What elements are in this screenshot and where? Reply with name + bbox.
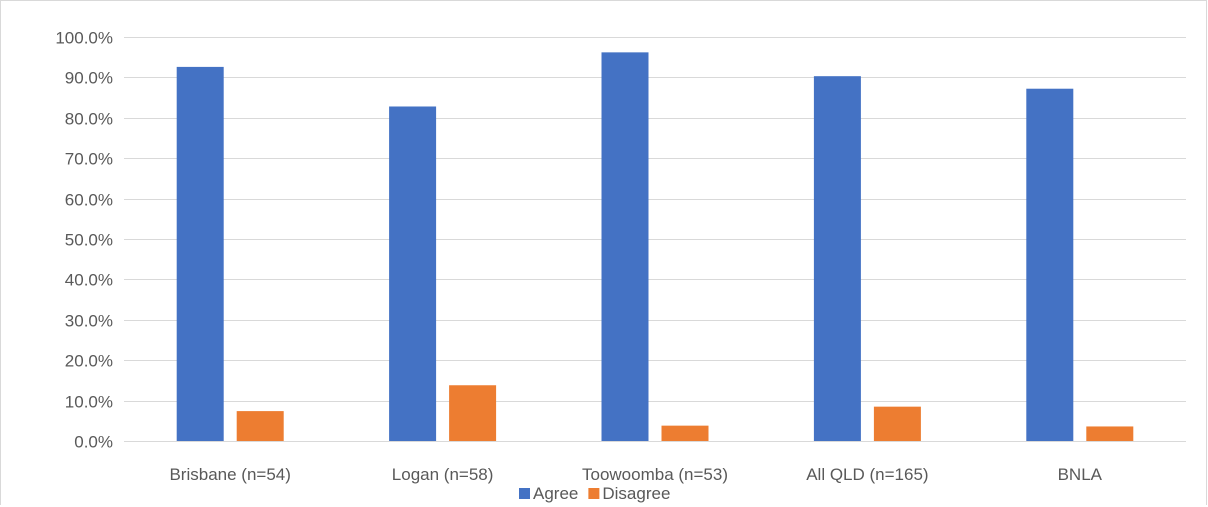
y-tick-label: 20.0%	[65, 352, 113, 371]
legend-item-agree: Agree	[519, 484, 578, 503]
y-axis-tick-labels: 0.0% 10.0% 20.0% 30.0% 40.0% 50.0% 60.0% 70.0% 8…	[55, 29, 113, 452]
x-category-label: Brisbane (n=54)	[169, 465, 290, 484]
y-tick-label: 10.0%	[65, 393, 113, 412]
bar-disagree-3	[873, 406, 921, 441]
y-tick-label: 70.0%	[65, 150, 113, 169]
bar-disagree-4	[1086, 426, 1134, 441]
bar-disagree-2	[661, 425, 709, 441]
x-category-label: Toowoomba (n=53)	[582, 465, 728, 484]
bar-agree-0	[176, 66, 224, 442]
x-axis-category-labels: Brisbane (n=54) Logan (n=58) Toowoomba (n=…	[169, 465, 1102, 484]
bar-disagree-0	[236, 411, 284, 441]
legend-item-disagree: Disagree	[588, 484, 670, 503]
y-tick-label: 0.0%	[74, 433, 113, 452]
bar-agree-2	[601, 52, 649, 442]
x-category-label: All QLD (n=165)	[806, 465, 928, 484]
y-tick-label: 90.0%	[65, 69, 113, 88]
legend-label: Disagree	[602, 484, 670, 503]
bars	[176, 52, 1134, 442]
gridlines	[124, 37, 1186, 402]
y-tick-label: 30.0%	[65, 312, 113, 331]
bar-disagree-1	[449, 385, 497, 441]
legend-label: Agree	[533, 484, 578, 503]
bar-agree-4	[1026, 88, 1074, 441]
y-tick-label: 80.0%	[65, 110, 113, 129]
x-category-label: BNLA	[1058, 465, 1103, 484]
y-tick-label: 40.0%	[65, 271, 113, 290]
legend-swatch	[519, 488, 530, 499]
x-category-label: Logan (n=58)	[392, 465, 494, 484]
bar-agree-1	[389, 106, 437, 441]
bar-agree-3	[813, 76, 861, 442]
y-tick-label: 100.0%	[55, 29, 113, 48]
y-tick-label: 60.0%	[65, 191, 113, 210]
legend-swatch	[588, 488, 600, 499]
y-tick-label: 50.0%	[65, 231, 113, 250]
legend: Agree Disagree	[519, 484, 670, 503]
